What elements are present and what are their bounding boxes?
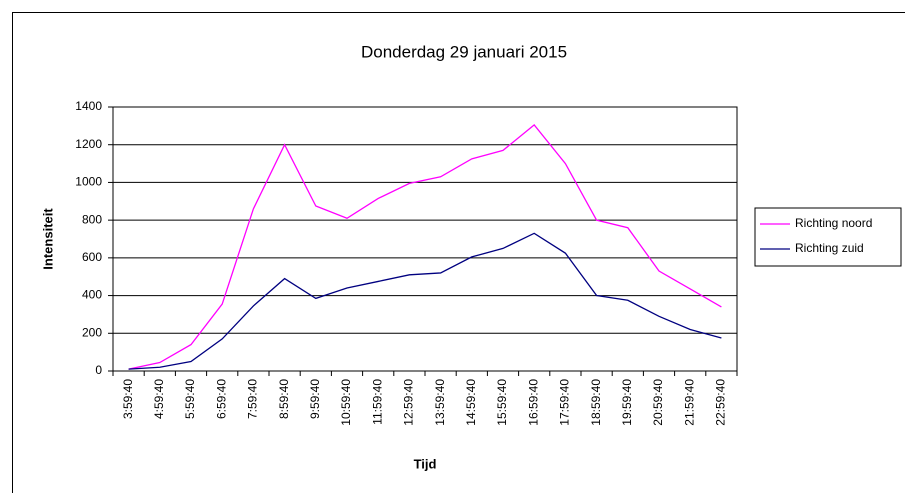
x-tick-label: 6:59:40 bbox=[214, 379, 228, 419]
chart-frame bbox=[12, 12, 905, 493]
legend-label: Richting zuid bbox=[795, 241, 864, 255]
y-tick-label: 600 bbox=[82, 250, 102, 264]
chart-title: Donderdag 29 januari 2015 bbox=[361, 42, 567, 61]
series-line bbox=[128, 123, 722, 370]
x-tick-label: 13:59:40 bbox=[433, 379, 447, 426]
legend-box bbox=[754, 207, 902, 267]
y-tick-label: 1200 bbox=[75, 137, 102, 151]
y-tick-label: 400 bbox=[82, 288, 102, 302]
x-axis-title: Tijd bbox=[414, 456, 437, 471]
x-tick-label: 14:59:40 bbox=[464, 379, 478, 426]
x-tick-label: 10:59:40 bbox=[339, 379, 353, 426]
x-tick-label: 15:59:40 bbox=[495, 379, 509, 426]
legend-label: Richting noord bbox=[795, 216, 872, 230]
y-tick-label: 800 bbox=[82, 212, 102, 226]
x-tick-label: 21:59:40 bbox=[682, 379, 696, 426]
x-tick-label: 18:59:40 bbox=[589, 379, 603, 426]
y-tick-label: 200 bbox=[82, 325, 102, 339]
y-tick-label: 1400 bbox=[75, 99, 102, 113]
x-tick-label: 3:59:40 bbox=[121, 379, 135, 419]
x-tick-label: 20:59:40 bbox=[651, 379, 665, 426]
x-tick-label: 22:59:40 bbox=[714, 379, 728, 426]
x-tick-label: 11:59:40 bbox=[370, 379, 384, 425]
x-tick-label: 19:59:40 bbox=[620, 379, 634, 426]
x-tick-label: 9:59:40 bbox=[308, 379, 322, 419]
series-line bbox=[128, 232, 722, 370]
x-tick-label: 16:59:40 bbox=[526, 379, 540, 426]
x-tick-label: 5:59:40 bbox=[183, 379, 197, 419]
x-tick-label: 17:59:40 bbox=[558, 379, 572, 426]
x-tick-label: 12:59:40 bbox=[402, 379, 416, 426]
y-tick-label: 0 bbox=[95, 363, 102, 377]
y-tick-label: 1000 bbox=[75, 175, 102, 189]
x-tick-label: 7:59:40 bbox=[246, 379, 260, 419]
x-tick-label: 8:59:40 bbox=[277, 379, 291, 419]
x-tick-label: 4:59:40 bbox=[152, 379, 166, 419]
y-axis-title: Intensiteit bbox=[40, 208, 55, 270]
